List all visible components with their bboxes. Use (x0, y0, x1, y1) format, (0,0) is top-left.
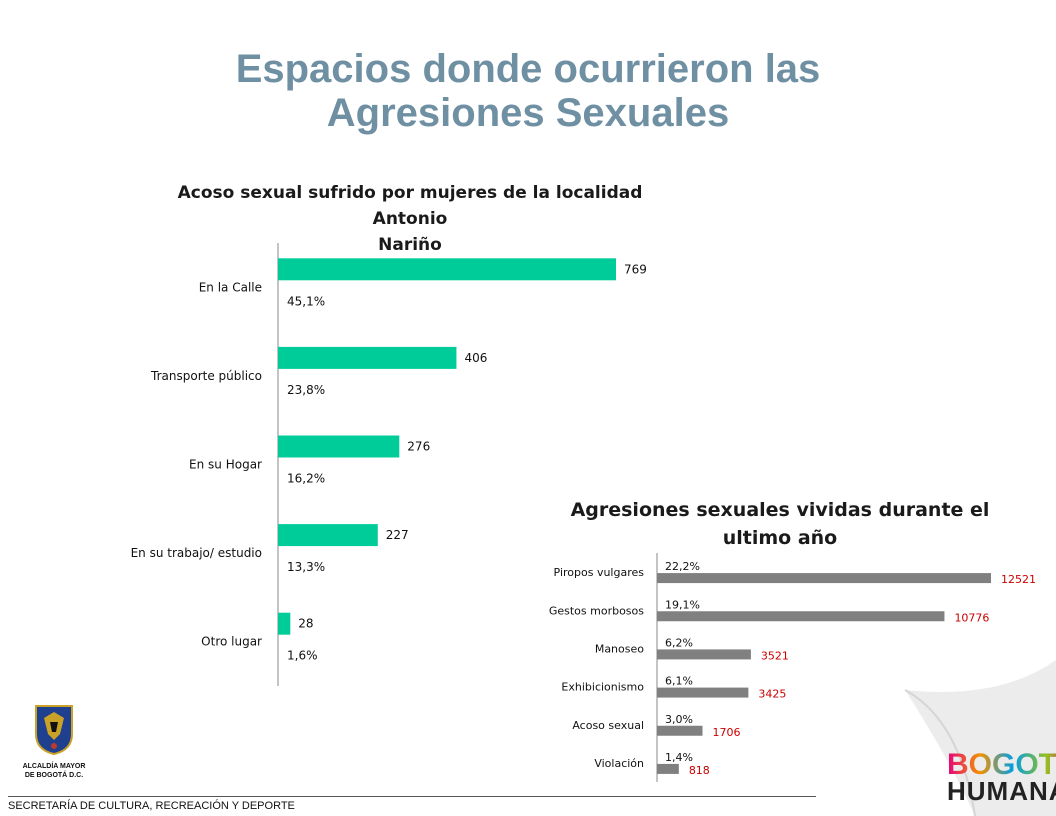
page-curl-decoration (905, 660, 1056, 816)
chart2-percent-label: 22,2% (665, 560, 700, 573)
chart2-category-label: Manoseo (595, 642, 644, 655)
chart1-bar (278, 435, 400, 458)
chart1-category-label: En su trabajo/ estudio (131, 546, 262, 560)
chart1-title-line-1: Acoso sexual sufrido por mujeres de la l… (177, 183, 643, 229)
chart1-value-label: 406 (464, 351, 487, 365)
chart1-percent-label: 16,2% (287, 472, 325, 486)
chart2-percent-label: 19,1% (665, 598, 700, 611)
chart2-percent-label: 3,0% (665, 713, 693, 726)
chart2-value-label: 818 (689, 764, 710, 777)
footer-text: SECRETARÍA DE CULTURA, RECREACIÓN Y DEPO… (8, 800, 295, 812)
bogota-logo-word: BOGOTÁ (947, 750, 1056, 780)
chart2-bar (657, 649, 751, 660)
chart2-value-label: 12521 (1001, 573, 1036, 586)
chart1-bar (278, 258, 616, 281)
chart2-bar (657, 763, 679, 774)
chart2-category-label: Violación (594, 757, 644, 770)
chart1-bar (278, 524, 378, 547)
chart2-bar (657, 687, 749, 698)
chart1: 769 45,1% En la Calle 406 23,8% Transporte pú… (131, 243, 647, 686)
alcaldia-logo-line-2: DE BOGOTÁ D.C. (24, 772, 84, 779)
chart1-bar (278, 612, 291, 635)
chart1-title: Acoso sexual sufrido por mujeres de la l… (150, 180, 670, 258)
chart1-percent-label: 13,3% (287, 560, 325, 574)
chart1-percent-label: 45,1% (287, 294, 325, 308)
chart1-category-label: Otro lugar (201, 635, 262, 649)
chart1-percent-label: 23,8% (287, 383, 325, 397)
footer-divider (8, 796, 816, 797)
alcaldia-logo: ALCALDÍA MAYOR DE BOGOTÁ D.C. (14, 704, 94, 780)
chart2-title-line-2: ultimo año (722, 527, 838, 549)
chart1-category-label: Transporte público (150, 369, 262, 383)
alcaldia-logo-line-1: ALCALDÍA MAYOR (22, 763, 86, 770)
chart2-title: Agresiones sexuales vividas durante el u… (570, 496, 990, 552)
page-curl-edge (904, 689, 976, 816)
chart2-percent-label: 6,1% (665, 675, 693, 688)
chart2-percent-label: 6,2% (665, 636, 693, 649)
chart1-value-label: 276 (407, 440, 430, 454)
chart1-value-label: 769 (624, 262, 647, 276)
chart2-category-label: Piropos vulgares (554, 566, 645, 579)
chart2: 12521 22,2% Piropos vulgares 10776 19,1% Gest… (549, 553, 1036, 782)
chart2-category-label: Acoso sexual (572, 719, 644, 732)
slide-title-line-2: Agresiones Sexuales (326, 91, 730, 135)
chart2-category-label: Gestos morbosos (549, 604, 644, 617)
coat-of-arms-icon (35, 705, 73, 756)
chart2-percent-label: 1,4% (665, 751, 693, 764)
slide-title-line-1: Espacios donde ocurrieron las (235, 47, 821, 91)
chart2-value-label: 3521 (761, 649, 789, 662)
chart1-category-label: En su Hogar (189, 458, 262, 472)
bogota-humana-logo: BOGOTÁ HUMANA (947, 750, 1056, 806)
chart1-category-label: En la Calle (199, 280, 262, 294)
chart2-category-label: Exhibicionismo (561, 681, 644, 694)
chart1-bar (278, 346, 457, 369)
chart1-value-label: 227 (386, 528, 409, 542)
chart2-value-label: 10776 (954, 611, 989, 624)
chart2-value-label: 1706 (713, 726, 741, 739)
chart2-value-label: 3425 (758, 688, 786, 701)
chart1-title-line-2: Nariño (378, 235, 442, 255)
chart1-percent-label: 1,6% (287, 649, 318, 663)
chart2-bar (657, 725, 703, 736)
chart2-bar (657, 573, 991, 584)
chart2-bar (657, 611, 945, 622)
humana-logo-word: HUMANA (947, 776, 1056, 806)
chart1-value-label: 28 (298, 617, 313, 631)
chart2-title-line-1: Agresiones sexuales vividas durante el (570, 499, 990, 521)
